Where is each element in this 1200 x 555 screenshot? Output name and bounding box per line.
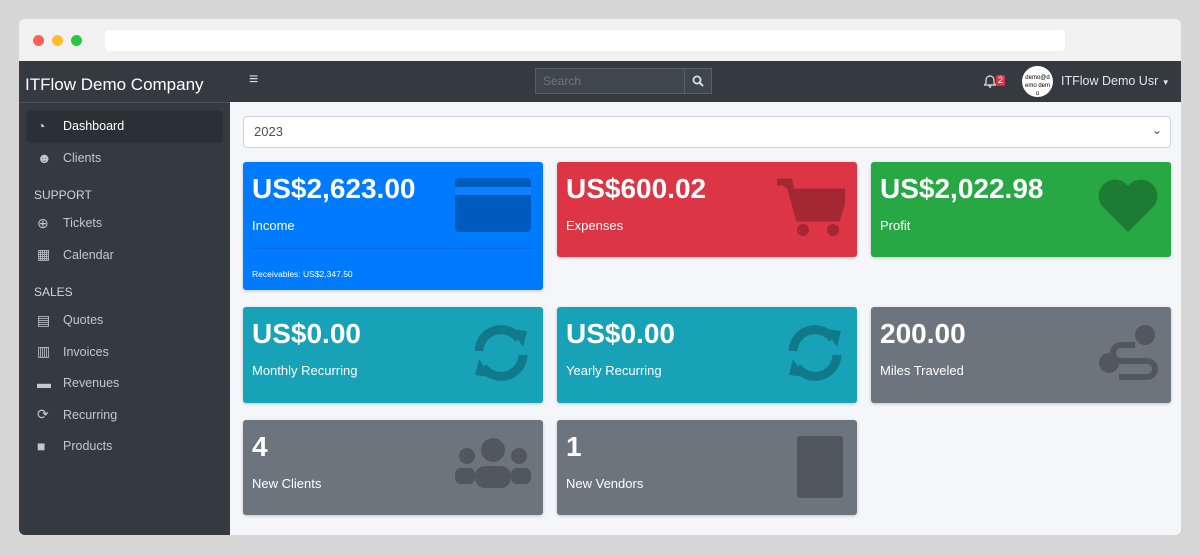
sidebar-item-revenues[interactable]: ▬ Revenues [27,368,222,398]
notification-badge: 2 [996,75,1006,86]
stat-card-new-clients[interactable]: 4 New Clients [243,420,543,515]
close-dot[interactable] [33,35,44,46]
sync-icon [471,323,531,388]
users-icon [455,436,531,493]
user-name: ITFlow Demo Usr [1061,74,1159,88]
card-label: Miles Traveled [880,363,964,378]
search-form [535,68,712,94]
label: Calendar [63,247,114,262]
sidebar-item-quotes[interactable]: ▤ Quotes [27,305,222,335]
card-label: New Clients [252,476,322,491]
year-value: 2023 [254,124,283,139]
brand[interactable]: ITFlow Demo Company [19,61,230,103]
stat-card-yearly-recurring[interactable]: US$0.00 Yearly Recurring [557,307,857,403]
label: Revenues [63,376,120,390]
stat-card-miles-traveled[interactable]: 200.00 Miles Traveled [871,307,1171,403]
support-header: SUPPORT [34,188,92,202]
sales-header: SALES [34,285,73,299]
top-navbar: ≡ 2 demo@demo demo ITFlow Demo Usr ▼ [230,61,1181,102]
users-icon: ☻ [37,149,52,166]
card-label: New Vendors [566,476,644,491]
label: Dashboard [63,119,125,133]
card-label: Expenses [566,218,624,233]
search-button[interactable] [685,68,712,94]
card-value: 200.00 [880,318,966,349]
label: Clients [63,150,102,165]
card-label: Monthly Recurring [252,363,358,378]
credit-card-icon [455,178,531,237]
building-icon [795,436,845,503]
dashboard-content: 2023 ⌄ US$2,623.00 Income Receivables: US$2… [230,102,1181,535]
invoice-icon: ▥ [37,343,51,359]
stat-card-profit[interactable]: US$2,022.98 Profit [871,162,1171,257]
card-divider [252,248,534,249]
stat-card-income[interactable]: US$2,623.00 Income Receivables: US$2,347.5… [243,162,543,290]
receivables-text: Receivables: US$2,347.50 [252,269,353,279]
shopping-cart-icon [777,178,850,243]
user-menu[interactable]: ITFlow Demo Usr ▼ [1061,74,1170,88]
card-value: US$2,623.00 [252,173,416,204]
browser-window: ITFlow Demo Company ◔ Dashboard ☻ Clients … [19,19,1181,535]
chevron-down-icon: ⌄ [1151,123,1162,137]
heart-icon [1097,178,1159,239]
card-label: Income [252,218,295,233]
avatar[interactable]: demo@demo demo [1022,66,1053,97]
stat-card-new-vendors[interactable]: 1 New Vendors [557,420,857,515]
hamburger-icon[interactable]: ≡ [249,71,259,88]
label: Recurring [63,407,118,422]
sidebar-item-products[interactable]: ■ Products [27,431,222,461]
card-value: US$0.00 [252,318,361,349]
sidebar-item-invoices[interactable]: ▥ Invoices [27,337,222,367]
file-icon: ▤ [37,311,51,328]
bell-icon[interactable] [984,75,996,88]
card-label: Yearly Recurring [566,363,662,378]
sidebar: ITFlow Demo Company ◔ Dashboard ☻ Clients … [19,61,230,535]
credit-card-icon: ▬ [37,375,51,391]
sidebar-item-calendar[interactable]: ▦ Calendar [27,240,222,270]
sync-icon [785,323,845,388]
sync-icon: ⟳ [37,406,49,422]
sidebar-item-clients[interactable]: ☻ Clients [27,143,222,173]
label: Invoices [63,344,109,359]
card-value: 4 [252,431,268,462]
route-icon [1097,323,1159,388]
search-input[interactable] [535,68,685,94]
browser-chrome [19,19,1181,61]
tachometer-icon: ◔ [37,118,46,134]
card-value: US$0.00 [566,318,675,349]
year-select[interactable]: 2023 ⌄ [243,116,1171,148]
stat-card-expenses[interactable]: US$600.02 Expenses [557,162,857,257]
card-value: US$2,022.98 [880,173,1044,204]
sidebar-item-dashboard[interactable]: ◔ Dashboard [27,111,222,141]
card-value: US$600.02 [566,173,707,204]
label: Quotes [63,313,104,327]
stat-card-monthly-recurring[interactable]: US$0.00 Monthly Recurring [243,307,543,403]
life-ring-icon: ⊕ [37,214,49,231]
search-icon [692,75,704,87]
address-bar[interactable] [105,30,1065,51]
sidebar-item-recurring[interactable]: ⟳ Recurring [27,400,222,430]
card-value: 1 [566,431,582,462]
calendar-icon: ▦ [37,246,51,262]
maximize-dot[interactable] [71,35,82,46]
label: Tickets [63,216,103,230]
card-label: Profit [880,218,911,233]
sidebar-item-tickets[interactable]: ⊕ Tickets [27,208,222,238]
caret-down-icon: ▼ [1161,78,1170,87]
box-icon: ■ [37,438,46,454]
label: Products [63,439,113,453]
minimize-dot[interactable] [52,35,63,46]
